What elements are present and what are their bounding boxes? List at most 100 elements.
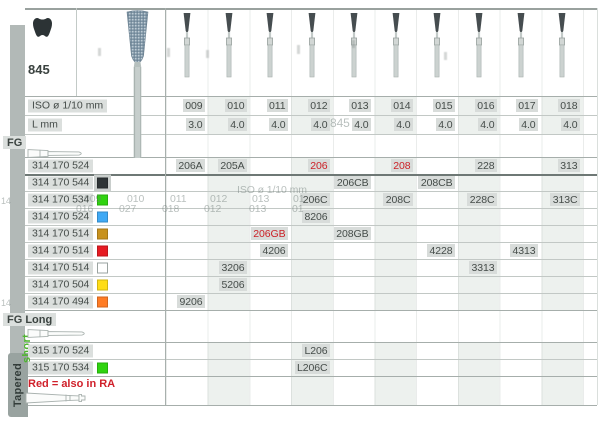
table-row: 314 170 514 4206 4228 4313	[25, 242, 597, 259]
row-line	[25, 134, 597, 135]
column-bur-icon	[515, 12, 527, 83]
article-code: 314 170 524	[28, 159, 94, 172]
ghost-number: 027	[119, 203, 137, 215]
ghost-margin-fragment: 14	[1, 196, 11, 206]
ghost-number: 013	[249, 203, 267, 215]
cell-value: 206C	[300, 193, 330, 206]
length-value: 4.0	[351, 118, 371, 131]
iso-value: 011	[266, 99, 288, 112]
table-row: 314 170 494 9206	[25, 293, 597, 310]
column-bur-icon	[431, 12, 443, 83]
column-stripes	[166, 342, 583, 405]
column-grid-lines	[166, 8, 584, 405]
tab-tapered[interactable]: Tapered	[8, 353, 28, 417]
figure-number: 845	[28, 62, 50, 77]
cell-value: 4313	[510, 244, 538, 257]
cell-value: 206A	[175, 159, 205, 172]
article-code: 314 170 504	[28, 278, 94, 291]
cell-value: L206C	[294, 361, 330, 374]
table-right-border	[597, 8, 598, 405]
article-code: 314 170 494	[28, 295, 94, 308]
iso-row-label: ISO ø 1/10 mm	[28, 99, 108, 112]
grit-color-dot	[97, 262, 108, 273]
grit-color-dot	[97, 245, 108, 256]
length-value: 4.0	[560, 118, 580, 131]
table-row: 314 170 544 206CB 208CB	[25, 174, 597, 191]
scan-smudge	[98, 48, 101, 56]
ghost-number: 009	[84, 193, 102, 205]
grit-color-dot	[97, 296, 108, 307]
molar-tooth-icon	[31, 16, 54, 43]
article-code: 314 170 524	[28, 210, 94, 223]
length-value: 3.0	[185, 118, 205, 131]
row-line	[25, 259, 597, 260]
column-bur-icon	[181, 12, 193, 83]
row-line	[25, 276, 597, 277]
iso-size-row: ISO ø 1/10 mm 009 010 011 012 013 014 01…	[25, 96, 597, 115]
column-bur-icon	[306, 12, 318, 83]
row-line	[25, 376, 597, 377]
cell-value: 228	[474, 159, 497, 172]
iso-value: 013	[348, 99, 371, 112]
article-code: 315 170 524	[28, 344, 94, 357]
section-label-fg: FG	[3, 136, 27, 149]
cell-value: 4228	[427, 244, 455, 257]
length-value: 4.0	[518, 118, 538, 131]
article-code: 314 170 534	[28, 193, 94, 206]
grit-color-dot	[97, 362, 108, 373]
ghost-number: 012	[204, 203, 222, 215]
column-bur-icon	[348, 12, 360, 83]
cell-value: 206GB	[250, 227, 288, 240]
row-line	[25, 191, 597, 192]
ghost-number: 01	[293, 193, 305, 205]
table-row: 314 170 524 8206	[25, 208, 597, 225]
grit-color-dot	[97, 194, 108, 205]
row-line	[25, 96, 597, 97]
bur-photo-845	[120, 10, 155, 163]
header-divider	[76, 8, 77, 96]
cell-value: 228C	[467, 193, 497, 206]
length-value: 4.0	[227, 118, 247, 131]
ghost-number: 018	[162, 203, 180, 215]
iso-value: 018	[557, 99, 580, 112]
length-value: 4.0	[268, 118, 288, 131]
length-row: L mm 3.0 4.0 4.0 4.0 4.0 4.0 4.0 4.0 4.0…	[25, 115, 597, 134]
row-line	[25, 242, 597, 243]
table-row: 314 170 524 206A 205A 206 208 228 313	[25, 157, 597, 174]
table-row: 314 170 534 206C 208C 228C 313C	[25, 191, 597, 208]
grit-color-dot	[97, 211, 108, 222]
scan-smudge	[206, 50, 209, 58]
iso-value: 012	[307, 99, 330, 112]
fg-long-shank-icon	[27, 326, 89, 344]
grit-color-dot	[97, 279, 108, 290]
ghost-number: 011	[170, 193, 187, 205]
column-bur-icon	[390, 12, 402, 83]
column-bur-icon	[473, 12, 485, 83]
cell-value: 3313	[469, 261, 497, 274]
row-line	[25, 225, 597, 226]
article-code: 314 170 514	[28, 261, 94, 274]
cell-value: 208C	[383, 193, 413, 206]
row-line	[25, 293, 597, 294]
ghost-845: 845	[330, 116, 350, 130]
grit-color-dot	[97, 177, 108, 188]
ra-shank-icon	[25, 391, 89, 410]
cell-value: 206	[307, 159, 330, 172]
row-line	[25, 342, 597, 343]
footnote-red-ra: Red = also in RA	[28, 378, 116, 390]
row-line	[25, 115, 597, 116]
cell-value: 4206	[260, 244, 288, 257]
cell-value: 313	[557, 159, 580, 172]
grit-color-dot	[97, 228, 108, 239]
cell-value: 5206	[219, 278, 247, 291]
cell-value: 208	[390, 159, 413, 172]
table-bottom-border	[25, 405, 597, 406]
length-value: 4.0	[393, 118, 413, 131]
table-top-border	[25, 8, 597, 10]
ghost-number: 01	[292, 203, 304, 215]
row-line	[25, 174, 597, 176]
article-code: 314 170 514	[28, 227, 94, 240]
column-bur-icon	[223, 12, 235, 83]
cell-value: 8206	[302, 210, 330, 223]
cell-value: 208GB	[333, 227, 371, 240]
